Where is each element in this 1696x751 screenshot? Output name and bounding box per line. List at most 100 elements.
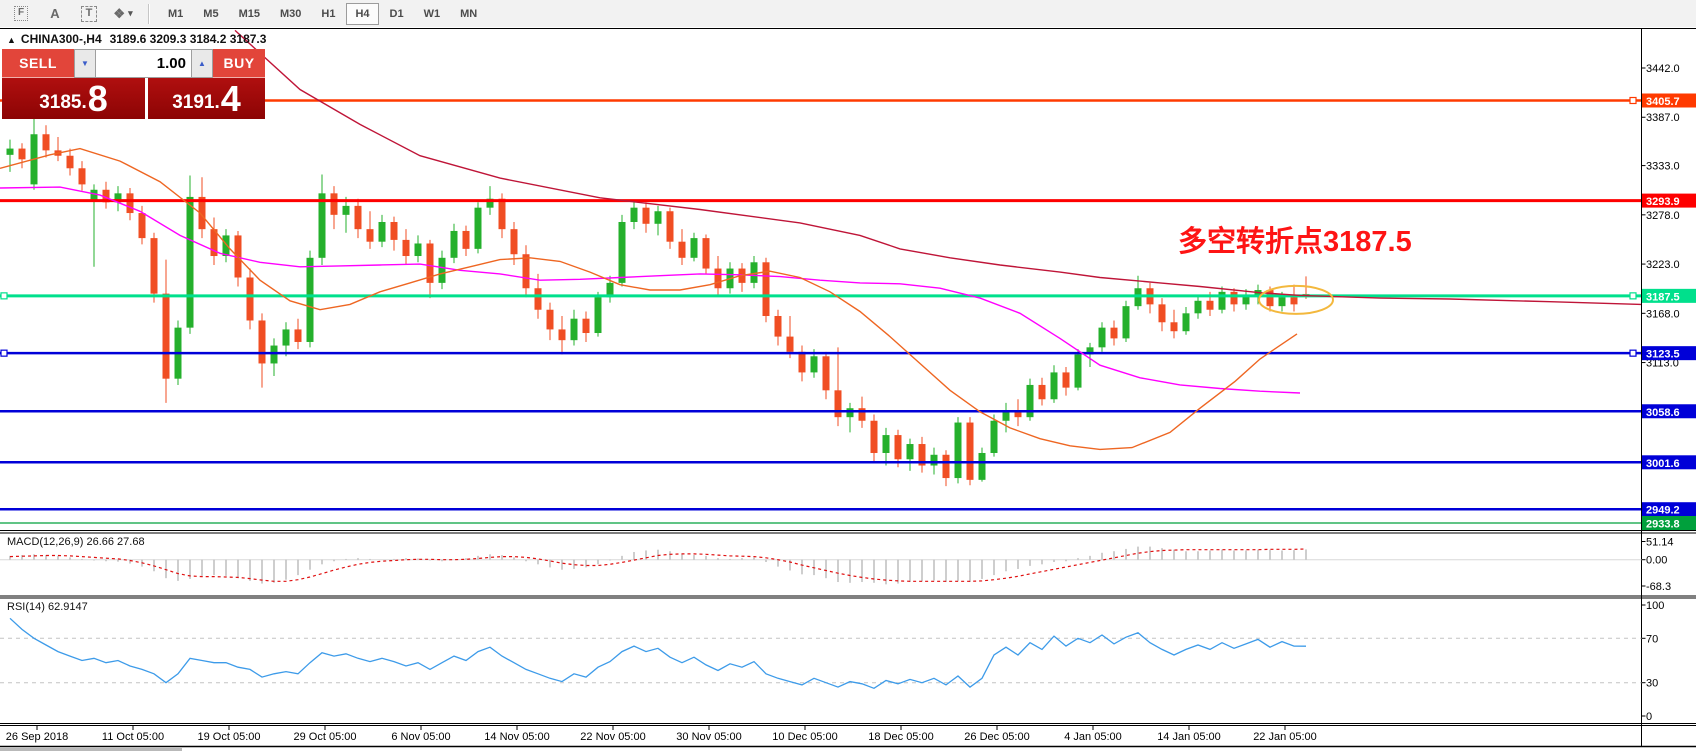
collapse-triangle-icon[interactable]: ▲	[7, 35, 16, 45]
ohlc-values: 3189.6 3209.3 3184.2 3187.3	[109, 32, 267, 46]
candle	[798, 351, 806, 373]
volume-input[interactable]	[96, 49, 191, 78]
price-badge-label: 3123.5	[1646, 349, 1680, 361]
price-tick-label: 3168.0	[1646, 308, 1680, 320]
price-badge	[1642, 346, 1696, 361]
candle	[330, 193, 338, 215]
sell-price[interactable]: 3185. 8	[2, 78, 145, 119]
candle	[534, 288, 542, 310]
candle	[258, 320, 266, 364]
timeframe-m30[interactable]: M30	[271, 3, 310, 25]
candle	[594, 297, 602, 334]
candle	[486, 198, 494, 208]
price-badge	[1642, 455, 1696, 470]
candle	[1110, 327, 1118, 339]
candle	[630, 207, 638, 222]
timeframe-m1[interactable]: M1	[159, 3, 192, 25]
toolbar: F A T ❖ ▾ M1 M5 M15 M30 H1 H4 D1 W1 MN	[0, 0, 1696, 27]
candle	[186, 196, 194, 328]
timeframe-h4[interactable]: H4	[346, 2, 379, 25]
candle	[654, 211, 662, 224]
text-box-glyph: T	[80, 5, 98, 22]
timeframe-h1[interactable]: H1	[312, 3, 344, 25]
candle	[990, 420, 998, 453]
line-handle-icon[interactable]	[0, 349, 8, 357]
candle	[66, 155, 74, 169]
line-handle-icon[interactable]	[1629, 96, 1637, 105]
candle	[690, 238, 698, 258]
time-label: 11 Oct 05:00	[102, 731, 164, 743]
candle	[126, 193, 134, 214]
rsi-tick-label: 70	[1646, 633, 1658, 645]
candle	[1182, 313, 1190, 332]
line-handle-icon[interactable]	[1629, 292, 1637, 300]
candle	[1242, 295, 1250, 305]
ma-long-line	[234, 29, 1642, 306]
text-label-icon[interactable]: A	[40, 3, 70, 25]
buy-price-pip: 4	[220, 78, 241, 119]
price-tick-label: 3113.0	[1646, 358, 1679, 370]
time-label: 26 Sep 2018	[6, 731, 68, 743]
volume-decrease-button[interactable]: ▼	[74, 49, 96, 78]
price-badge	[1642, 193, 1696, 208]
buy-button[interactable]: BUY	[213, 49, 265, 78]
price-tick-label: 3387.0	[1646, 112, 1680, 124]
candle	[666, 211, 674, 242]
candle	[366, 229, 374, 242]
candle	[954, 422, 962, 479]
price-badge-label: 3405.7	[1646, 96, 1680, 108]
candle	[294, 329, 302, 342]
time-label: 22 Jan 05:00	[1253, 731, 1317, 743]
candle	[702, 238, 710, 269]
candle	[882, 435, 890, 453]
horizontal-scrollbar[interactable]	[0, 748, 182, 751]
macd-tick-label: 0.00	[1646, 555, 1667, 567]
rsi-tick-label: 100	[1646, 600, 1664, 612]
candle	[438, 257, 446, 283]
candle	[510, 229, 518, 255]
candle	[282, 329, 290, 346]
timeframe-w1[interactable]: W1	[415, 3, 450, 25]
candle	[42, 134, 50, 151]
candle	[546, 309, 554, 330]
timeframe-m5[interactable]: M5	[194, 3, 227, 25]
candle	[210, 229, 218, 257]
price-badge-label: 2933.8	[1646, 519, 1680, 531]
time-label: 19 Oct 05:00	[198, 731, 261, 743]
candle	[618, 221, 626, 283]
candle	[1266, 290, 1274, 307]
draw-objects-icon[interactable]: ❖ ▾	[108, 3, 138, 25]
sell-button[interactable]: SELL	[2, 49, 74, 78]
candle	[318, 193, 326, 258]
candle	[750, 262, 758, 283]
candle	[522, 254, 530, 289]
line-handle-icon[interactable]	[1629, 349, 1637, 357]
candle	[570, 318, 578, 341]
price-tick-label: 3223.0	[1646, 259, 1680, 271]
candle	[1290, 297, 1298, 305]
candle	[762, 262, 770, 317]
time-label: 4 Jan 05:00	[1064, 731, 1122, 743]
text-annotation[interactable]: 多空转折点3187.5	[1178, 226, 1412, 258]
one-click-trade-panel: SELL ▼ ▲ BUY 3185.8 3191.4	[2, 49, 265, 119]
text-box-icon[interactable]: T	[74, 3, 104, 25]
candle	[1170, 322, 1178, 332]
toolbar-separator	[148, 3, 150, 24]
candle	[1194, 300, 1202, 314]
rsi-tick-label: 0	[1646, 711, 1652, 723]
line-handle-icon[interactable]	[0, 292, 8, 300]
highlight-ellipse[interactable]	[1258, 284, 1334, 315]
candle	[582, 318, 590, 334]
volume-increase-button[interactable]: ▲	[191, 49, 213, 78]
rsi-indicator-label: RSI(14) 62.9147	[7, 601, 88, 613]
candle	[1278, 297, 1286, 307]
candle	[1122, 306, 1130, 339]
candle	[102, 189, 110, 203]
timeframe-mn[interactable]: MN	[451, 3, 486, 25]
buy-price[interactable]: 3191. 4	[148, 78, 265, 119]
timeframe-d1[interactable]: D1	[381, 3, 413, 25]
crosshair-grid-icon[interactable]: F	[6, 3, 36, 25]
timeframe-m15[interactable]: M15	[230, 3, 269, 25]
time-label: 29 Oct 05:00	[294, 731, 357, 743]
sell-price-pip: 8	[87, 78, 108, 119]
